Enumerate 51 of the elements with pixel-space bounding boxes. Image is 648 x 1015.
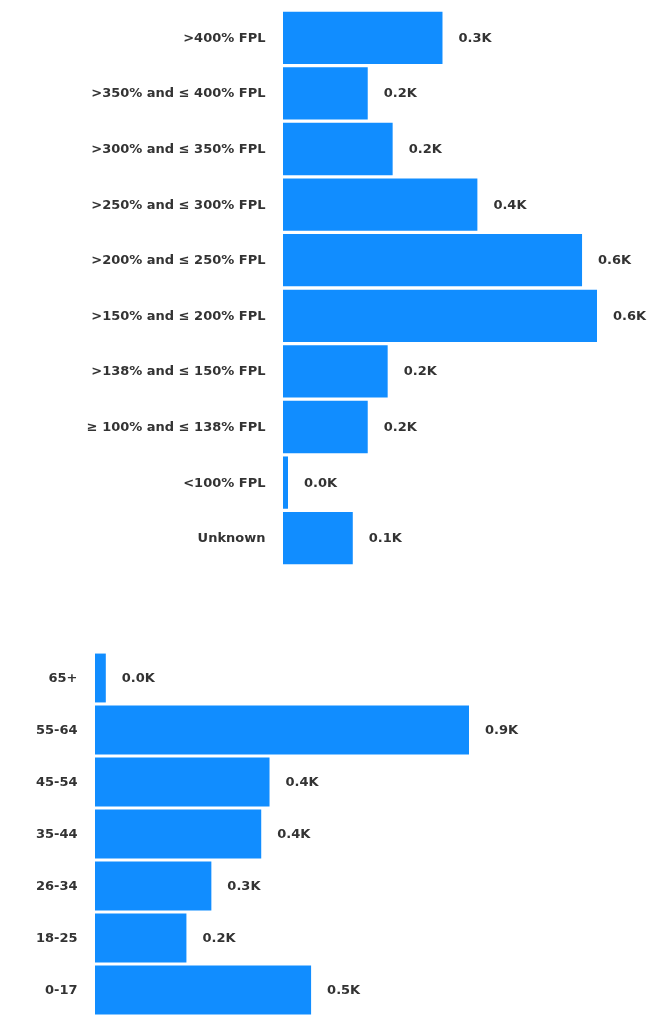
data-label: 0.6K	[598, 252, 633, 268]
bar	[95, 705, 469, 755]
data-label: 0.2K	[408, 141, 443, 156]
data-label: 0.5K	[327, 982, 362, 997]
bar	[95, 653, 106, 703]
data-label: 0.2K	[383, 85, 418, 101]
y-tick-label: 65+	[48, 670, 78, 685]
y-tick-label: >200% and ≤ 250% FPL	[91, 252, 266, 268]
data-label: 0.4K	[493, 196, 528, 212]
y-tick-label: 35-44	[35, 826, 78, 841]
y-tick-label: 18-25	[35, 930, 78, 945]
data-label: 0.6K	[613, 307, 648, 323]
bar	[283, 178, 478, 231]
y-tick-label: <100% FPL	[183, 474, 266, 490]
data-label: 0.0K	[303, 474, 339, 490]
bar	[283, 512, 353, 565]
y-tick-label: >300% and ≤ 350% FPL	[91, 141, 266, 156]
bar	[283, 67, 368, 120]
y-tick-label: >250% and ≤ 300% FPL	[91, 196, 266, 212]
bar	[95, 913, 187, 963]
bar	[283, 11, 443, 64]
bar	[95, 809, 262, 859]
data-label: 0.9K	[485, 722, 520, 737]
data-label: 0.4K	[277, 826, 312, 841]
data-label: 0.3K	[227, 878, 262, 893]
bar	[95, 861, 212, 911]
y-tick-label: >138% and ≤ 150% FPL	[91, 363, 266, 379]
data-label: 0.1K	[368, 530, 403, 546]
bar	[95, 757, 270, 807]
y-tick-label: 55-64	[35, 722, 78, 737]
bar	[283, 345, 388, 398]
y-tick-label: >400% FPL	[183, 29, 266, 45]
data-label: 0.3K	[458, 29, 493, 45]
bar	[283, 456, 288, 509]
data-label: 0.0K	[121, 670, 156, 685]
bar	[283, 289, 597, 342]
y-tick-label: >150% and ≤ 200% FPL	[91, 307, 266, 323]
bar	[283, 122, 393, 176]
bar	[283, 234, 583, 287]
bar	[283, 400, 368, 454]
y-tick-label: Unknown	[197, 530, 266, 546]
data-label: 0.2K	[403, 363, 438, 379]
data-label: 0.4K	[285, 774, 320, 789]
y-tick-label: 26-34	[35, 878, 78, 893]
y-tick-label: ≥ 100% and ≤ 138% FPL	[86, 419, 266, 434]
y-tick-label: 0-17	[44, 982, 78, 997]
y-tick-label: 45-54	[35, 774, 78, 789]
y-tick-label: >350% and ≤ 400% FPL	[91, 85, 266, 101]
bar	[95, 965, 312, 1015]
data-label: 0.2K	[202, 930, 237, 945]
data-label: 0.2K	[383, 419, 418, 434]
